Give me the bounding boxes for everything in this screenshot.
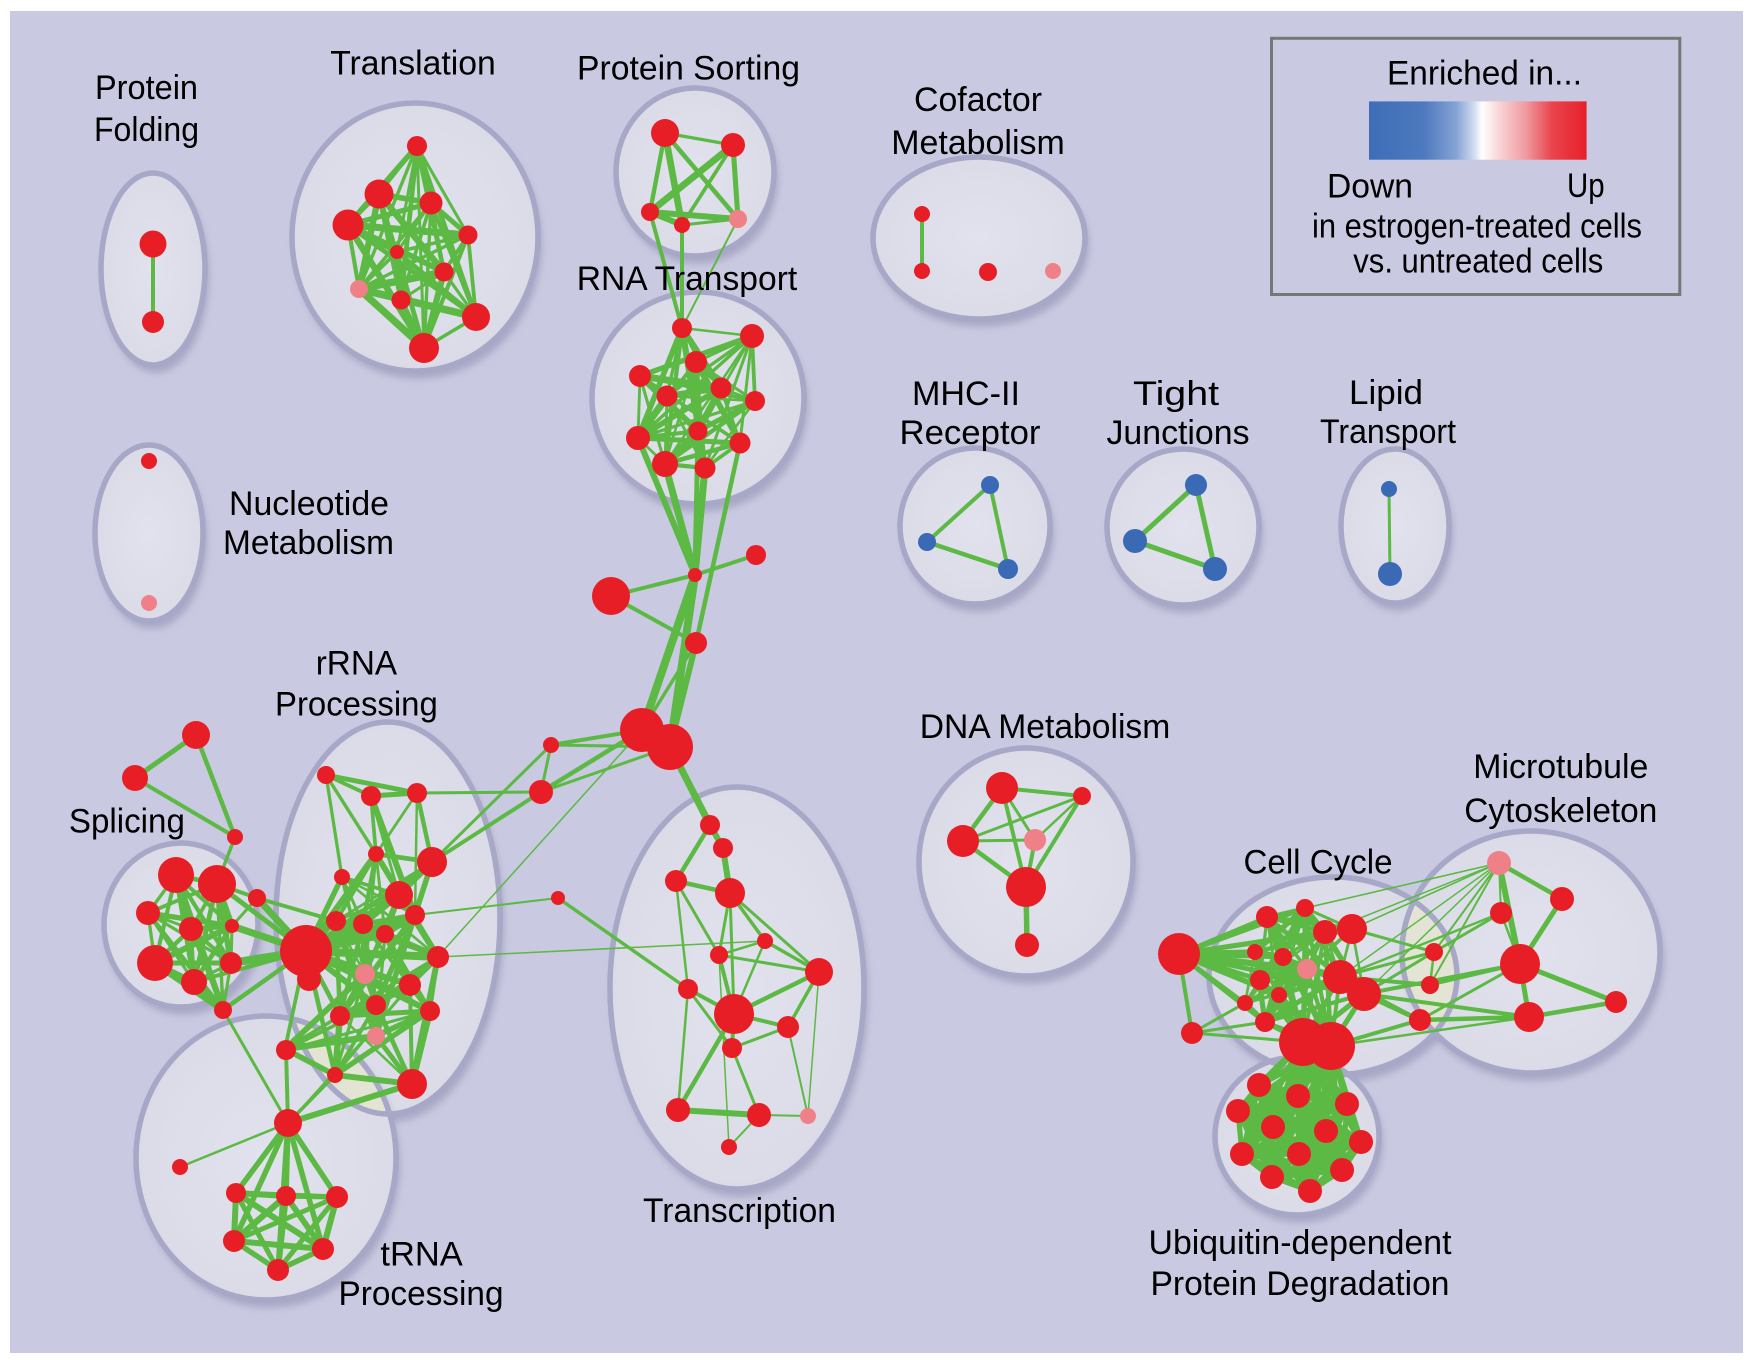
svg-text:Metabolism: Metabolism (891, 124, 1065, 162)
svg-text:Ubiquitin-dependent: Ubiquitin-dependent (1149, 1224, 1453, 1262)
svg-text:Nucleotide: Nucleotide (229, 485, 389, 523)
svg-text:Enriched in...: Enriched in... (1387, 55, 1582, 93)
svg-text:vs. untreated cells: vs. untreated cells (1353, 243, 1603, 281)
svg-text:Protein: Protein (95, 69, 198, 107)
svg-text:Metabolism: Metabolism (223, 524, 394, 562)
svg-text:Cell Cycle: Cell Cycle (1244, 843, 1393, 881)
svg-text:rRNA: rRNA (316, 644, 398, 682)
svg-text:Translation: Translation (330, 45, 496, 83)
svg-text:Transport: Transport (1320, 413, 1457, 451)
svg-text:in estrogen-treated cells: in estrogen-treated cells (1312, 208, 1642, 246)
svg-text:MHC-II: MHC-II (912, 375, 1020, 413)
svg-text:tRNA: tRNA (380, 1235, 463, 1273)
svg-text:DNA Metabolism: DNA Metabolism (920, 708, 1171, 746)
svg-text:Cofactor: Cofactor (914, 81, 1042, 119)
svg-text:Processing: Processing (339, 1275, 504, 1313)
svg-text:Folding: Folding (94, 111, 199, 149)
svg-text:RNA Transport: RNA Transport (577, 260, 798, 298)
svg-text:Up: Up (1567, 167, 1605, 205)
svg-text:Lipid: Lipid (1349, 374, 1423, 412)
svg-text:Processing: Processing (275, 686, 438, 724)
svg-text:Transcription: Transcription (643, 1192, 836, 1230)
svg-text:Cytoskeleton: Cytoskeleton (1464, 792, 1657, 830)
svg-text:Microtubule: Microtubule (1473, 748, 1648, 786)
svg-text:Protein Degradation: Protein Degradation (1151, 1265, 1450, 1303)
svg-text:Protein Sorting: Protein Sorting (577, 49, 800, 87)
svg-text:Receptor: Receptor (900, 414, 1041, 452)
svg-text:Junctions: Junctions (1107, 414, 1250, 452)
svg-text:Tight: Tight (1133, 375, 1220, 413)
svg-text:Splicing: Splicing (69, 803, 185, 841)
svg-text:Down: Down (1327, 167, 1413, 205)
